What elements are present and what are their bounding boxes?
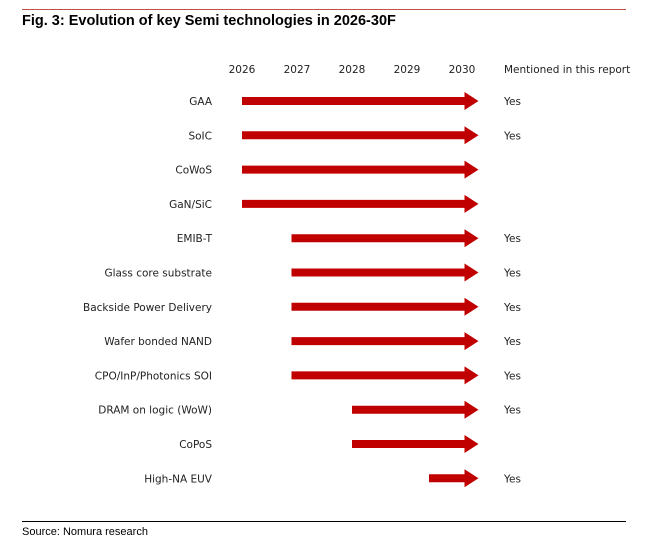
technology-label: CoWoS [175, 165, 212, 177]
source-rule [22, 521, 626, 522]
mentioned-flag: Yes [503, 302, 521, 314]
timeline-arrow [291, 263, 479, 282]
timeline-row: High-NA EUV Yes [144, 469, 521, 488]
timeline-arrow [242, 92, 479, 110]
mentioned-flag: Yes [503, 405, 521, 417]
timeline-row: Wafer bonded NAND Yes [104, 332, 521, 351]
technology-label: Backside Power Delivery [83, 302, 212, 314]
timeline-row: GaN/SiC [169, 194, 479, 213]
year-label: 2026 [229, 64, 256, 76]
timeline-arrow [429, 469, 479, 488]
timeline-row: SoIC Yes [188, 126, 521, 145]
title-rule [22, 9, 626, 10]
technology-label: DRAM on logic (WoW) [98, 405, 212, 417]
figure-title: Fig. 3: Evolution of key Semi technologi… [22, 13, 396, 29]
timeline-row: Glass core substrate Yes [104, 263, 521, 282]
year-label: 2029 [394, 64, 421, 76]
timeline-row: Backside Power Delivery Yes [83, 297, 521, 316]
mentioned-flag: Yes [503, 473, 521, 485]
timeline-arrow [242, 160, 479, 179]
timeline-arrow [291, 332, 479, 351]
mentioned-flag: Yes [503, 336, 521, 348]
year-label: 2027 [284, 64, 311, 76]
timeline-row: CoWoS [175, 160, 479, 179]
year-label: 2028 [339, 64, 366, 76]
timeline-arrow [291, 229, 479, 248]
timeline-arrow [291, 366, 479, 385]
technology-label: Glass core substrate [104, 268, 212, 280]
mentioned-flag: Yes [503, 130, 521, 142]
timeline-row: EMIB-T Yes [177, 229, 521, 248]
mentioned-flag: Yes [503, 233, 521, 245]
technology-label: CPO/InP/Photonics SOI [95, 370, 212, 382]
mentioned-header: Mentioned in this report [504, 64, 630, 76]
timeline-arrow [352, 435, 479, 453]
technology-label: GaN/SiC [169, 199, 212, 211]
timeline-arrow [242, 194, 479, 213]
mentioned-flag: Yes [503, 96, 521, 108]
mentioned-flag: Yes [503, 268, 521, 280]
source-note: Source: Nomura research [22, 526, 148, 538]
technology-label: SoIC [188, 130, 212, 142]
timeline-arrow [291, 297, 479, 316]
technology-label: High-NA EUV [144, 473, 213, 485]
timeline-row: CPO/InP/Photonics SOI Yes [95, 366, 521, 385]
technology-label: CoPoS [179, 439, 212, 451]
technology-label: EMIB-T [177, 233, 213, 245]
mentioned-flag: Yes [503, 370, 521, 382]
year-axis: 2026 2027 2028 2029 2030 [229, 64, 476, 76]
timeline-arrow [352, 400, 479, 419]
year-label: 2030 [449, 64, 476, 76]
timeline-row: CoPoS [179, 435, 479, 453]
technology-label: GAA [189, 96, 213, 108]
timeline-row: DRAM on logic (WoW) Yes [98, 400, 521, 419]
timeline-row: GAA Yes [189, 92, 521, 110]
technology-label: Wafer bonded NAND [104, 336, 212, 348]
timeline-arrow [242, 126, 479, 145]
